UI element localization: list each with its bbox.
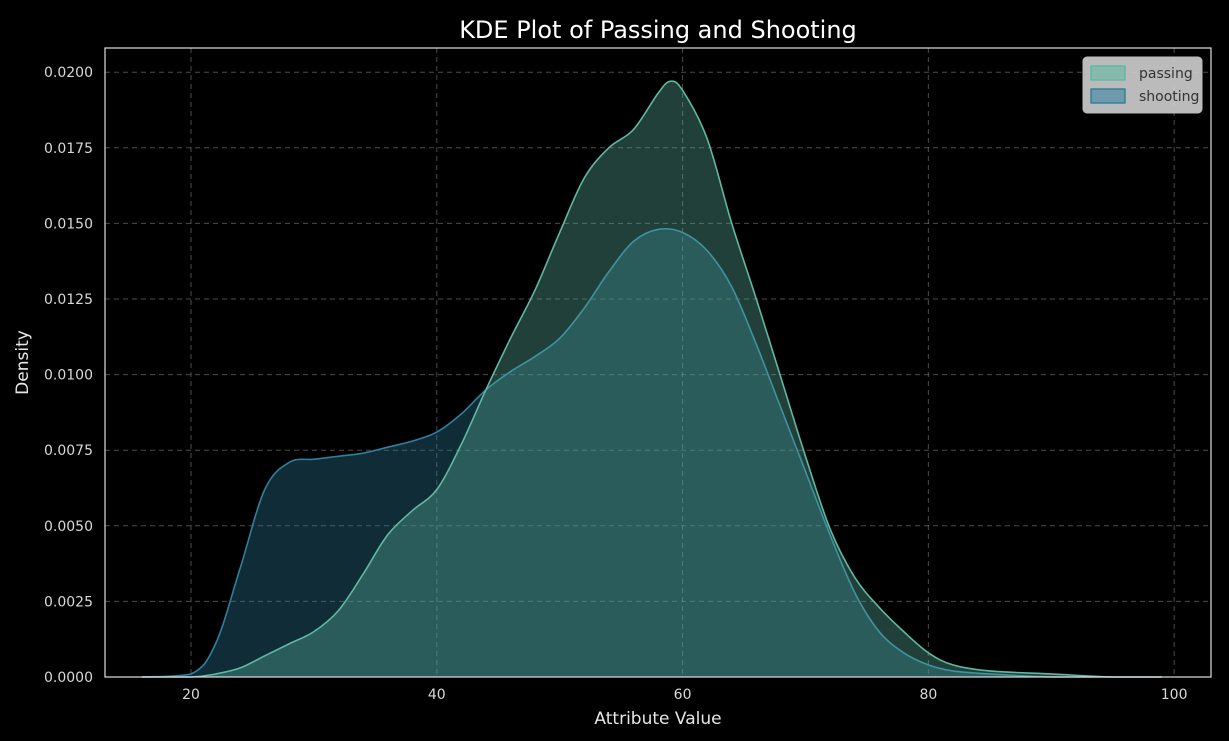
series-area-shooting xyxy=(141,228,1162,677)
legend: passing shooting xyxy=(1082,56,1203,114)
y-tick-label: 0.0125 xyxy=(44,292,93,308)
plot-frame xyxy=(104,47,1212,678)
y-axis-label: Density xyxy=(13,330,33,395)
y-tick-label: 0.0050 xyxy=(44,519,93,535)
y-tick-label: 0.0025 xyxy=(44,594,93,610)
x-tick-label: 40 xyxy=(428,687,446,703)
legend-label-passing: passing xyxy=(1139,66,1193,82)
grid xyxy=(105,48,1211,678)
series-area-passing xyxy=(141,81,1162,678)
x-tick-label: 80 xyxy=(919,687,937,703)
x-axis-label: Attribute Value xyxy=(594,709,721,729)
y-tick-label: 0.0075 xyxy=(44,443,93,459)
series-line-shooting xyxy=(141,227,1162,678)
y-tick-label: 0.0100 xyxy=(44,368,93,384)
legend-swatch-shooting xyxy=(1090,88,1126,104)
chart-title: KDE Plot of Passing and Shooting xyxy=(459,16,857,44)
x-tick-label: 60 xyxy=(674,687,692,703)
y-tick-label: 0.0000 xyxy=(44,670,93,686)
y-tick-label: 0.0150 xyxy=(44,216,93,232)
legend-label-shooting: shooting xyxy=(1139,89,1199,105)
x-tick-label: 20 xyxy=(182,687,200,703)
y-tick-label: 0.0200 xyxy=(44,65,93,81)
legend-swatch-passing xyxy=(1090,65,1126,81)
x-tick-label: 100 xyxy=(1161,687,1188,703)
y-tick-label: 0.0175 xyxy=(44,141,93,157)
series-areas xyxy=(141,80,1162,678)
y-ticks: 0.0000 0.0025 0.0050 0.0075 0.0100 0.0125 0.01… xyxy=(44,65,93,686)
x-ticks: 20 40 60 80 100 xyxy=(182,687,1187,703)
series-line-passing xyxy=(141,80,1162,678)
